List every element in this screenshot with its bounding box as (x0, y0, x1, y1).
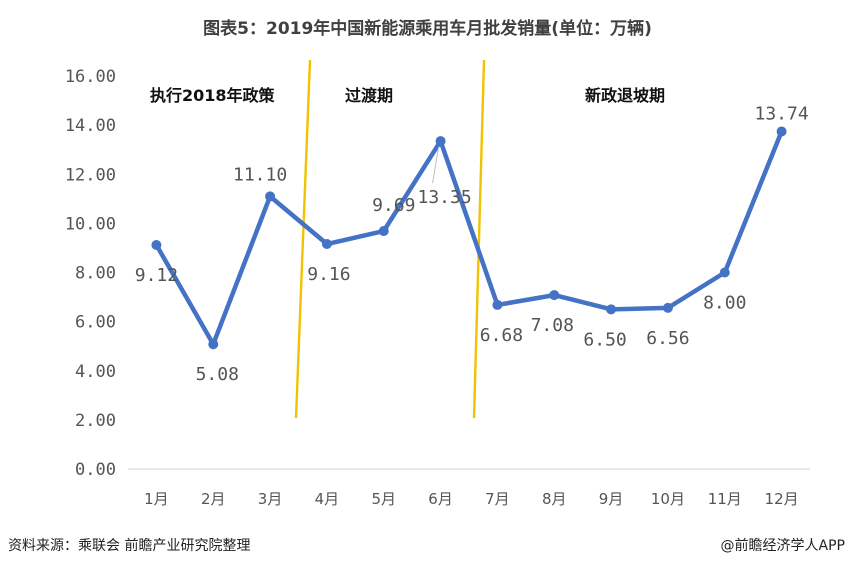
phase-label: 执行2018年政策 (150, 86, 276, 105)
data-point (606, 304, 617, 315)
x-tick-label: 1月 (144, 490, 169, 508)
y-tick-label: 16.00 (65, 67, 116, 87)
phase-dividers (294, 59, 486, 419)
data-label: 13.74 (754, 104, 808, 125)
series-line (151, 126, 787, 350)
data-point (776, 126, 787, 137)
label-leader-line (432, 147, 440, 184)
data-point (265, 191, 276, 202)
data-label: 6.68 (480, 325, 523, 346)
data-point (662, 302, 673, 313)
y-tick-label: 10.00 (65, 214, 116, 234)
x-tick-label: 10月 (651, 490, 685, 508)
data-label: 7.08 (531, 315, 574, 336)
data-label: 13.35 (417, 187, 471, 208)
phase-label: 过渡期 (345, 86, 393, 105)
x-tick-label: 7月 (485, 490, 510, 508)
y-tick-label: 0.00 (75, 460, 116, 480)
data-label: 9.69 (372, 195, 415, 216)
data-label: 9.16 (307, 264, 350, 285)
data-label: 6.56 (646, 328, 689, 349)
data-point (719, 267, 730, 278)
x-tick-label: 11月 (708, 490, 742, 508)
x-tick-label: 3月 (258, 490, 283, 508)
data-label: 5.08 (196, 364, 239, 385)
axes: 0.00 2.00 4.00 6.00 8.00 10.00 12.00 14.00 16.00… (65, 67, 810, 508)
data-point (549, 290, 560, 301)
data-label: 9.12 (135, 265, 178, 286)
phase-label: 新政退坡期 (585, 86, 665, 105)
y-tick-label: 4.00 (75, 362, 116, 382)
data-label: 6.50 (583, 329, 626, 350)
phase-divider (472, 59, 486, 419)
series-line-path (154, 129, 784, 347)
x-tick-label: 2月 (201, 490, 226, 508)
chart-title: 图表5：2019年中国新能源乘用车月批发销量(单位：万辆) (203, 19, 652, 39)
x-tick-label: 12月 (765, 490, 799, 508)
y-tick-label: 6.00 (75, 313, 116, 333)
source-note: 资料来源：乘联会 前瞻产业研究院整理 (8, 538, 251, 554)
phase-divider (294, 59, 312, 419)
x-tick-label: 6月 (428, 490, 453, 508)
y-tick-label: 8.00 (75, 264, 116, 284)
data-point (321, 239, 332, 250)
y-tick-label: 14.00 (65, 116, 116, 136)
x-tick-label: 5月 (371, 490, 396, 508)
y-tick-label: 2.00 (75, 411, 116, 431)
data-point (492, 299, 503, 310)
data-point (151, 239, 162, 250)
x-tick-label: 4月 (315, 490, 340, 508)
data-label: 11.10 (233, 164, 287, 185)
data-labels: 9.12 5.08 11.10 9.16 9.69 13.35 6.68 7.08 6.50 6.… (135, 104, 809, 386)
data-point (435, 136, 446, 147)
data-point (378, 225, 389, 236)
y-tick-label: 12.00 (65, 165, 116, 185)
data-label: 8.00 (703, 293, 746, 314)
credit-note: @前瞻经济学人APP (720, 538, 845, 554)
data-point (208, 339, 219, 350)
phase-labels: 执行2018年政策 过渡期 新政退坡期 (150, 86, 665, 105)
x-tick-label: 9月 (599, 490, 624, 508)
x-tick-label: 8月 (542, 490, 567, 508)
